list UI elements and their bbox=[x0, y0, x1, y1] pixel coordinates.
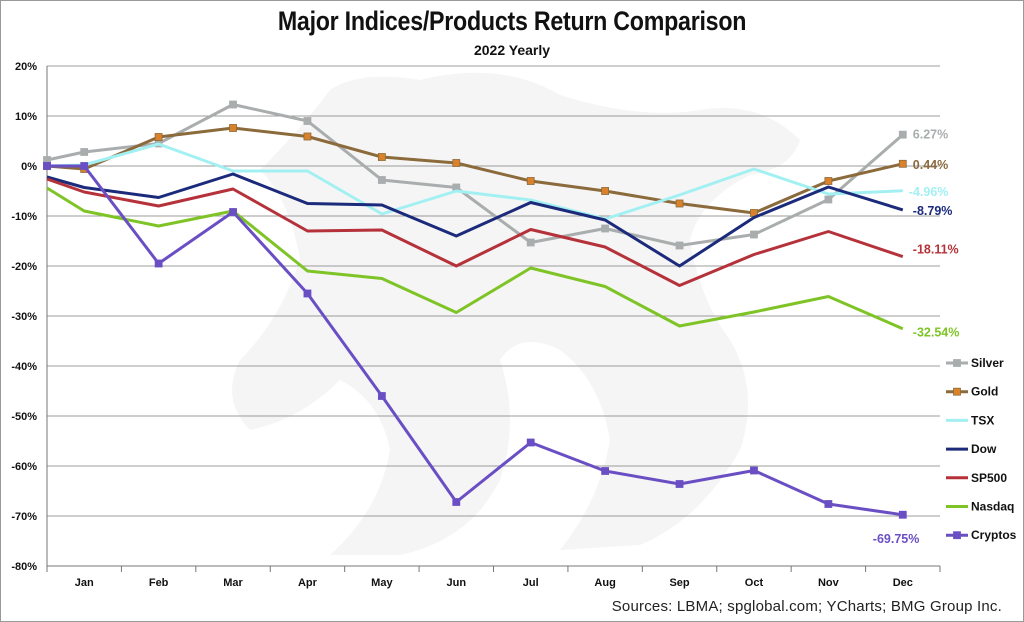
data-point bbox=[526, 238, 535, 247]
data-point bbox=[898, 159, 907, 168]
series-line bbox=[46, 186, 904, 331]
end-label-nasdaq: -32.54% bbox=[913, 326, 960, 340]
x-axis-ticks: Jan Feb Mar Apr May Jun Jul Aug Sep Oct Nov Dec bbox=[46, 566, 941, 589]
legend-entry-tsx: TSX bbox=[946, 413, 994, 427]
legend-entry-sp500: SP500 bbox=[946, 471, 1007, 485]
legend-entry-silver: Silver bbox=[946, 356, 1004, 370]
data-point bbox=[229, 124, 237, 132]
data-point bbox=[675, 480, 684, 488]
data-point bbox=[154, 133, 163, 141]
chart-subtitle: 2022 Yearly bbox=[473, 42, 551, 58]
data-point bbox=[452, 159, 461, 167]
series-line bbox=[46, 142, 903, 221]
end-value-labels: 6.27% 0.44% -4.96% -8.79% -18.11% -32.54% -69.… bbox=[873, 128, 960, 546]
legend-label: Cryptos bbox=[971, 528, 1017, 542]
y-tick-label: 10% bbox=[15, 111, 37, 123]
series-tsx bbox=[46, 142, 903, 221]
data-point bbox=[898, 510, 907, 519]
legend-label: Nasdaq bbox=[971, 500, 1014, 514]
data-point bbox=[750, 466, 758, 475]
data-point bbox=[898, 130, 907, 139]
data-point bbox=[601, 224, 610, 233]
x-tick-label: Aug bbox=[594, 577, 615, 589]
chart-title: Major Indices/Products Return Comparison bbox=[277, 6, 747, 36]
data-point bbox=[154, 259, 163, 268]
end-label-tsx: -4.96% bbox=[909, 185, 949, 199]
series-dow bbox=[46, 172, 904, 268]
series-nasdaq bbox=[46, 186, 904, 331]
data-point bbox=[675, 241, 684, 250]
x-tick-label: Dec bbox=[893, 577, 913, 589]
data-point bbox=[229, 100, 237, 109]
x-tick-label: Nov bbox=[818, 577, 840, 589]
x-tick-label: Mar bbox=[223, 577, 243, 589]
legend-entry-gold: Gold bbox=[946, 385, 998, 399]
data-point bbox=[377, 153, 386, 161]
data-point bbox=[377, 392, 386, 400]
legend: Silver Gold TSX Dow SP500 Nasdaq Cryptos bbox=[946, 356, 1017, 542]
series-sp500 bbox=[46, 177, 904, 287]
y-tick-label: 0% bbox=[21, 161, 37, 173]
y-tick-label: -80% bbox=[11, 561, 37, 573]
legend-marker bbox=[953, 359, 961, 367]
data-point bbox=[229, 208, 237, 216]
y-tick-label: -40% bbox=[11, 361, 37, 373]
data-point bbox=[824, 500, 833, 508]
legend-entry-cryptos: Cryptos bbox=[946, 528, 1017, 542]
y-axis-ticks: 20% 10% 0% -10% -20% -30% -40% -50% -60% -70% -80% bbox=[11, 61, 37, 573]
legend-marker bbox=[953, 387, 961, 396]
x-tick-label: Jul bbox=[523, 577, 539, 589]
data-point bbox=[601, 467, 610, 475]
x-tick-label: May bbox=[371, 577, 393, 589]
y-tick-label: -20% bbox=[11, 261, 37, 273]
y-tick-label: -30% bbox=[11, 311, 37, 323]
data-point bbox=[675, 199, 684, 208]
series-lines bbox=[43, 100, 907, 519]
watermark-logo bbox=[232, 72, 800, 556]
series-line bbox=[46, 172, 904, 268]
data-point bbox=[303, 132, 312, 141]
data-point bbox=[750, 230, 758, 239]
y-tick-label: -70% bbox=[11, 511, 37, 523]
legend-entry-dow: Dow bbox=[946, 442, 997, 456]
source-note: Sources: LBMA; spglobal.com; YCharts; BM… bbox=[611, 598, 1002, 615]
x-tick-label: Jun bbox=[447, 577, 467, 589]
end-label-gold: 0.44% bbox=[913, 158, 948, 172]
legend-label: Dow bbox=[971, 442, 997, 456]
end-label-silver: 6.27% bbox=[913, 128, 948, 142]
x-tick-label: Apr bbox=[298, 577, 318, 589]
end-label-dow: -8.79% bbox=[913, 204, 953, 218]
data-point bbox=[303, 289, 312, 298]
legend-entry-nasdaq: Nasdaq bbox=[946, 500, 1014, 514]
data-point bbox=[452, 498, 461, 506]
y-tick-label: 20% bbox=[15, 61, 37, 73]
legend-label: TSX bbox=[971, 413, 994, 427]
legend-label: Silver bbox=[971, 356, 1004, 370]
data-point bbox=[80, 162, 89, 170]
data-point bbox=[824, 195, 833, 204]
x-tick-label: Oct bbox=[745, 577, 764, 589]
y-tick-label: -60% bbox=[11, 461, 37, 473]
legend-label: SP500 bbox=[971, 471, 1007, 485]
data-point bbox=[824, 177, 833, 185]
legend-marker bbox=[953, 531, 961, 540]
series-line bbox=[46, 177, 904, 287]
data-point bbox=[526, 177, 535, 185]
y-tick-label: -10% bbox=[11, 211, 37, 223]
x-tick-label: Feb bbox=[149, 577, 169, 589]
legend-label: Gold bbox=[971, 385, 998, 399]
data-point bbox=[43, 162, 51, 170]
data-point bbox=[526, 438, 535, 447]
data-point bbox=[377, 176, 386, 184]
end-label-cryptos: -69.75% bbox=[873, 532, 920, 546]
data-point bbox=[303, 117, 312, 125]
end-label-sp500: -18.11% bbox=[913, 243, 959, 257]
y-tick-label: -50% bbox=[11, 411, 37, 423]
data-point bbox=[601, 187, 610, 195]
x-tick-label: Sep bbox=[669, 577, 689, 589]
series-cryptos bbox=[43, 162, 907, 519]
data-point bbox=[80, 148, 89, 156]
x-tick-label: Jan bbox=[75, 577, 94, 589]
